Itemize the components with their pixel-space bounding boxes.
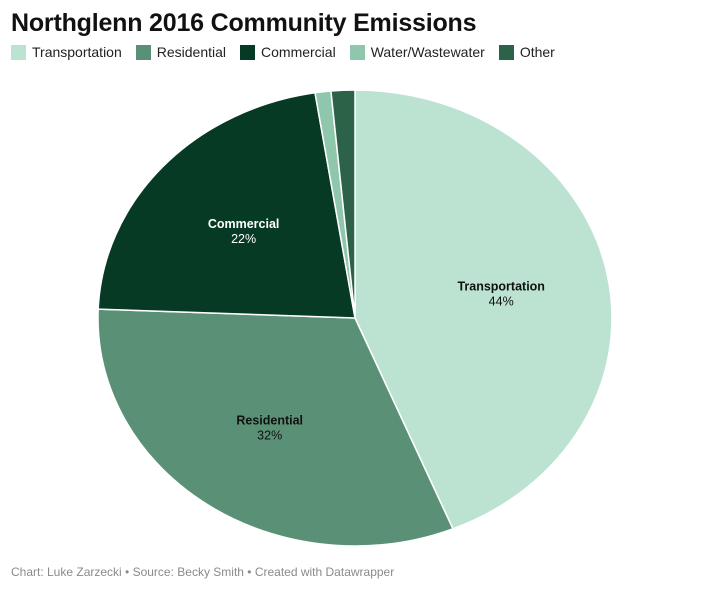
pie-slice-transportation: [354, 89, 613, 530]
pie-slice-residential: [97, 308, 454, 547]
legend-item-residential: Residential: [135, 44, 227, 60]
chart-legend: Transportation Residential Commercial Wa…: [11, 44, 569, 60]
legend-label-other: Other: [519, 44, 555, 60]
legend-item-transportation: Transportation: [11, 44, 122, 60]
pie-slice-other: [330, 89, 356, 319]
legend-swatch-residential: [135, 44, 151, 60]
data-label-value-commercial: 22%: [231, 232, 256, 246]
legend-label-transportation: Transportation: [32, 44, 122, 60]
legend-item-other: Other: [498, 44, 555, 60]
data-label-name-commercial: Commercial: [208, 217, 280, 231]
data-label-value-residential: 32%: [257, 428, 282, 442]
legend-swatch-water-wastewater: [349, 44, 365, 60]
legend-item-commercial: Commercial: [240, 44, 336, 60]
legend-label-commercial: Commercial: [261, 44, 336, 60]
legend-swatch-other: [498, 44, 514, 60]
legend-label-water-wastewater: Water/Wastewater: [370, 44, 485, 60]
data-label-name-transportation: Transportation: [457, 279, 545, 293]
chart-footer: Chart: Luke Zarzecki • Source: Becky Smi…: [11, 565, 395, 579]
legend-swatch-transportation: [11, 44, 26, 60]
chart-title: Northglenn 2016 Community Emissions: [11, 9, 477, 37]
legend-item-water-wastewater: Water/Wastewater: [349, 44, 485, 60]
data-label-name-residential: Residential: [236, 413, 303, 427]
data-label-value-transportation: 44%: [489, 294, 514, 308]
legend-label-residential: Residential: [156, 44, 227, 60]
legend-swatch-commercial: [240, 44, 256, 60]
pie-slice-commercial: [97, 91, 356, 319]
